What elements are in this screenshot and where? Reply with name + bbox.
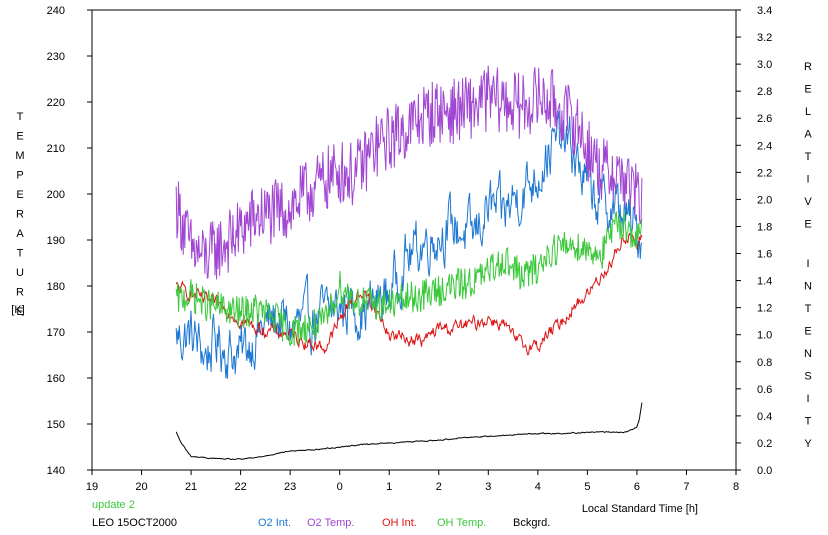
y-axis-label-left-letter: M xyxy=(15,150,24,162)
y-tick-label-left: 230 xyxy=(47,51,65,63)
y-axis-label-left-letter: R xyxy=(16,209,24,221)
legend-item: O2 Temp. xyxy=(307,517,355,529)
y-axis-label-right-letter: E xyxy=(804,219,811,231)
update-annotation: update 2 xyxy=(92,499,135,511)
y-tick-label-right: 0.4 xyxy=(757,411,772,423)
x-tick-label: 1 xyxy=(386,481,392,493)
legend: O2 Int. O2 Temp. OH Int. OH Temp. Bckgrd. xyxy=(258,517,550,529)
y-axis-label-left-letter: T xyxy=(17,248,24,260)
y-axis-label-right-letter: T xyxy=(805,416,812,428)
y-axis-label-left-letter: E xyxy=(16,189,23,201)
x-tick-label: 7 xyxy=(683,481,689,493)
y-tick-label-right: 0.6 xyxy=(757,384,772,396)
x-tick-label: 4 xyxy=(535,481,541,493)
series-line xyxy=(175,232,643,356)
y-tick-label-left: 160 xyxy=(47,373,65,385)
legend-item: OH Int. xyxy=(382,517,417,529)
station-annotation: LEO 15OCT2000 xyxy=(92,517,177,529)
y-axis-label-left-letter: E xyxy=(16,306,23,318)
series-line xyxy=(175,110,643,379)
y-tick-label-right: 1.0 xyxy=(757,330,772,342)
y-axis-label-right-letter: L xyxy=(805,106,811,118)
y-axis-label-right-letter: I xyxy=(806,258,809,270)
y-axis-unit-left: [K] xyxy=(11,304,24,316)
y-axis-label-right-letter: T xyxy=(805,151,812,163)
y-tick-label-left: 170 xyxy=(47,327,65,339)
y-axis-label-right-letter: A xyxy=(804,129,812,141)
x-tick-label: 3 xyxy=(485,481,491,493)
y-tick-label-left: 180 xyxy=(47,281,65,293)
legend-item: Bckgrd. xyxy=(513,517,550,529)
y-axis-label-left-letter: U xyxy=(16,267,24,279)
y-tick-label-right: 0.8 xyxy=(757,357,772,369)
y-axis-label-right-letter: R xyxy=(804,61,812,73)
y-tick-label-left: 220 xyxy=(47,97,65,109)
y-axis-label-left-letter: P xyxy=(16,170,23,182)
series-line xyxy=(175,65,643,280)
y-tick-label-right: 2.0 xyxy=(757,194,772,206)
legend-item: OH Temp. xyxy=(437,517,486,529)
y-tick-label-right: 2.4 xyxy=(757,140,772,152)
y-tick-label-right: 1.4 xyxy=(757,276,772,288)
y-tick-label-left: 200 xyxy=(47,189,65,201)
y-axis-label-right-letter: V xyxy=(804,196,812,208)
x-tick-label: 2 xyxy=(436,481,442,493)
x-tick-label: 8 xyxy=(733,481,739,493)
x-tick-label: 6 xyxy=(634,481,640,493)
y-axis-label-right-letter: E xyxy=(804,326,811,338)
y-axis-label-right-letter: S xyxy=(804,371,811,383)
y-tick-label-left: 240 xyxy=(47,5,65,17)
y-tick-label-right: 1.8 xyxy=(757,221,772,233)
y-axis-label-right-letter: N xyxy=(804,281,812,293)
y-axis-label-right-letter: N xyxy=(804,348,812,360)
axes-layer: 19 20 21 22 23 0 1 2 3 4 5 6 7 8140150160170180190200… xyxy=(47,5,773,493)
y-axis-label-right-letter: T xyxy=(805,303,812,315)
y-axis-label-left-letter: R xyxy=(16,287,24,299)
y-tick-label-right: 3.2 xyxy=(757,32,772,44)
y-tick-label-right: 3.0 xyxy=(757,59,772,71)
x-tick-label: 0 xyxy=(337,481,343,493)
y-tick-label-right: 0.0 xyxy=(757,465,772,477)
y-tick-label-left: 190 xyxy=(47,235,65,247)
y-tick-label-right: 0.2 xyxy=(757,438,772,450)
legend-item: O2 Int. xyxy=(258,517,291,529)
y-tick-label-right: 1.6 xyxy=(757,249,772,261)
series-line xyxy=(175,402,643,461)
x-tick-label: 22 xyxy=(234,481,246,493)
series-line xyxy=(175,210,643,346)
y-axis-label-left-letter: T xyxy=(17,111,24,123)
y-tick-label-left: 140 xyxy=(47,465,65,477)
y-axis-label-right-letter: I xyxy=(806,174,809,186)
y-tick-label-right: 1.2 xyxy=(757,303,772,315)
x-tick-label: 20 xyxy=(135,481,147,493)
x-tick-label: 5 xyxy=(584,481,590,493)
y-axis-label-right-letter: I xyxy=(806,393,809,405)
y-tick-label-right: 2.2 xyxy=(757,167,772,179)
y-axis-label-right-letter: E xyxy=(804,84,811,96)
x-tick-label: 21 xyxy=(185,481,197,493)
y-tick-label-left: 210 xyxy=(47,143,65,155)
x-axis-label: Local Standard Time [h] xyxy=(582,503,698,515)
x-tick-label: 23 xyxy=(284,481,296,493)
y-axis-label-left-letter: A xyxy=(16,228,24,240)
y-tick-label-right: 2.8 xyxy=(757,86,772,98)
series-layer xyxy=(175,65,643,461)
y-axis-label-left-letter: E xyxy=(16,131,23,143)
y-axis-label-right-letter: Y xyxy=(804,438,812,450)
x-tick-label: 19 xyxy=(86,481,98,493)
y-tick-label-right: 3.4 xyxy=(757,5,772,17)
y-tick-label-left: 150 xyxy=(47,419,65,431)
y-tick-label-right: 2.6 xyxy=(757,113,772,125)
